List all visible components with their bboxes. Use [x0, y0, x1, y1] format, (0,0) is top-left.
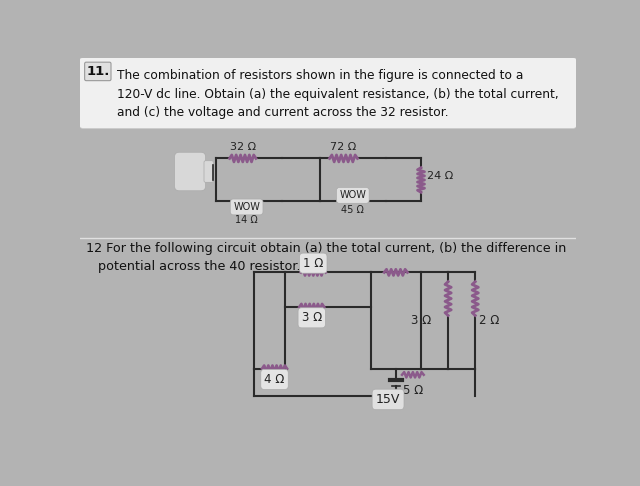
FancyBboxPatch shape	[175, 152, 205, 191]
Text: WOW: WOW	[233, 202, 260, 212]
FancyBboxPatch shape	[79, 57, 577, 128]
Text: 72 Ω: 72 Ω	[330, 142, 356, 152]
Text: 3 Ω: 3 Ω	[411, 314, 431, 327]
Text: WOW: WOW	[339, 191, 366, 200]
FancyBboxPatch shape	[84, 62, 111, 81]
FancyBboxPatch shape	[204, 161, 213, 182]
Text: 14 Ω: 14 Ω	[236, 215, 258, 225]
Text: 1 Ω: 1 Ω	[303, 257, 323, 270]
Text: 24 Ω: 24 Ω	[428, 171, 454, 181]
Text: 4 Ω: 4 Ω	[264, 373, 285, 386]
Text: 12 For the following circuit obtain (a) the total current, (b) the difference in: 12 For the following circuit obtain (a) …	[86, 242, 566, 273]
Text: The combination of resistors shown in the figure is connected to a
120-V dc line: The combination of resistors shown in th…	[117, 69, 559, 119]
Text: 15V: 15V	[376, 393, 400, 406]
Text: 2 Ω: 2 Ω	[479, 314, 499, 327]
Text: 45 Ω: 45 Ω	[341, 205, 364, 215]
Text: 11.: 11.	[86, 65, 109, 78]
Text: 32 Ω: 32 Ω	[230, 142, 256, 152]
Text: 3 Ω: 3 Ω	[301, 312, 322, 324]
Text: 5 Ω: 5 Ω	[403, 384, 423, 397]
